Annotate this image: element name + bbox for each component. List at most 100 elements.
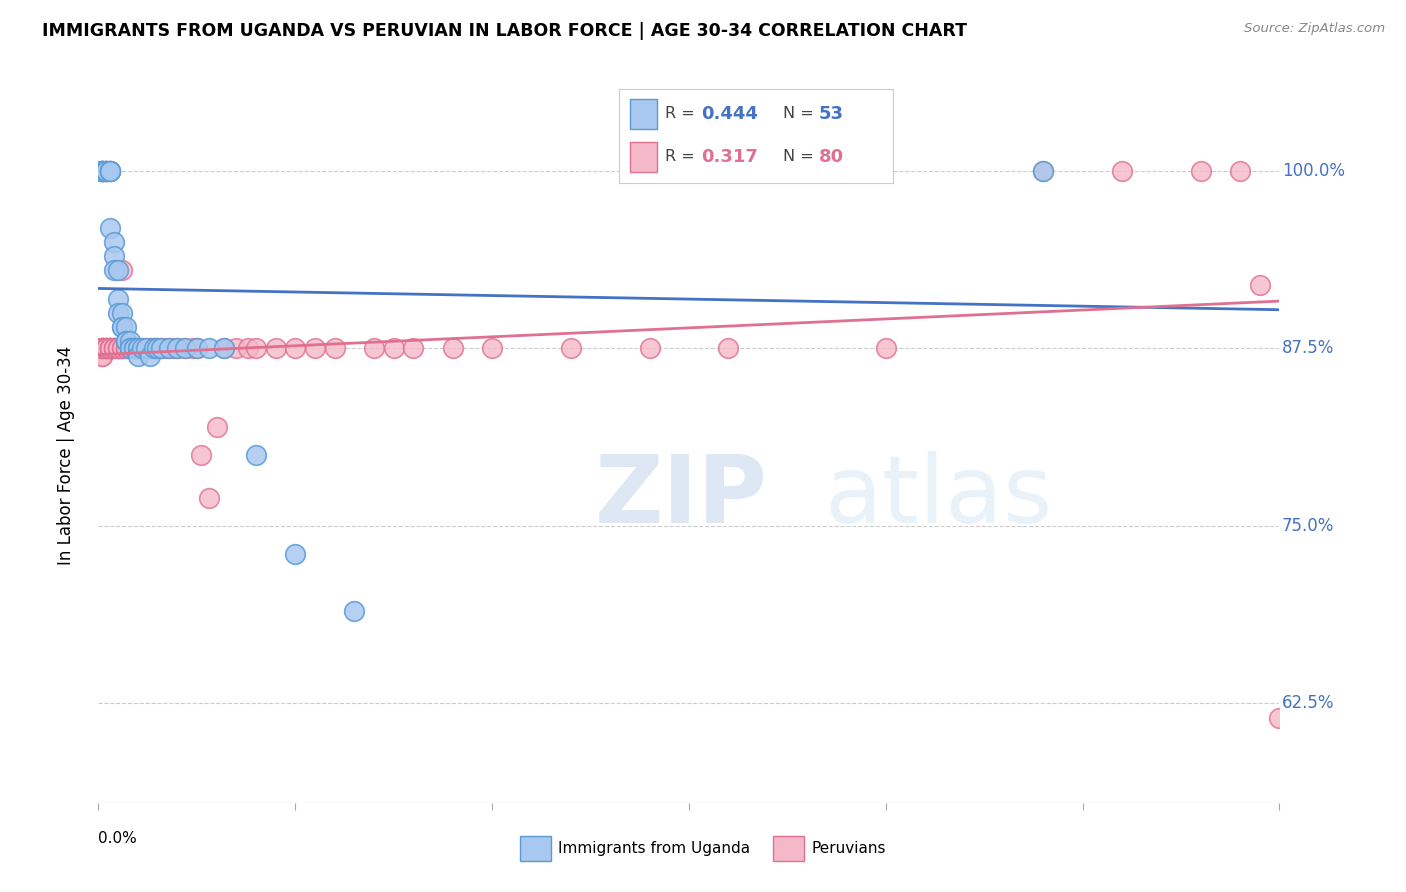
Point — [181, 342, 204, 356]
Point — [118, 342, 141, 356]
Point — [127, 342, 149, 356]
Point — [96, 342, 118, 356]
Point — [98, 220, 121, 235]
Point — [96, 342, 118, 356]
Point — [98, 164, 121, 178]
Point — [98, 164, 121, 178]
Point — [382, 342, 405, 356]
Point — [142, 342, 165, 356]
Text: 87.5%: 87.5% — [1282, 340, 1334, 358]
Point — [166, 342, 188, 356]
Point — [96, 164, 118, 178]
Point — [245, 342, 267, 356]
Point — [157, 342, 180, 356]
Point — [107, 306, 129, 320]
Point — [205, 419, 228, 434]
Point — [91, 349, 114, 363]
Point — [135, 342, 157, 356]
Point — [115, 320, 138, 334]
Point — [98, 342, 121, 356]
Point — [560, 342, 582, 356]
Point — [122, 342, 145, 356]
Point — [103, 263, 125, 277]
Point — [91, 164, 114, 178]
Text: ZIP: ZIP — [595, 450, 768, 542]
Point — [91, 342, 114, 356]
Text: R =: R = — [665, 106, 700, 121]
Point — [186, 342, 208, 356]
Point — [197, 491, 219, 505]
Text: R =: R = — [665, 149, 706, 164]
Point — [343, 604, 366, 618]
Point — [91, 164, 114, 178]
Point — [91, 164, 114, 178]
Point — [98, 342, 121, 356]
Point — [225, 342, 247, 356]
Point — [146, 342, 169, 356]
Point — [107, 342, 129, 356]
Point — [127, 342, 149, 356]
Point — [214, 342, 236, 356]
Point — [115, 342, 138, 356]
Text: 0.317: 0.317 — [700, 148, 758, 166]
Point — [186, 342, 208, 356]
Point — [131, 342, 153, 356]
Point — [111, 342, 134, 356]
Point — [107, 292, 129, 306]
Text: IMMIGRANTS FROM UGANDA VS PERUVIAN IN LABOR FORCE | AGE 30-34 CORRELATION CHART: IMMIGRANTS FROM UGANDA VS PERUVIAN IN LA… — [42, 22, 967, 40]
Point — [111, 342, 134, 356]
Text: Immigrants from Uganda: Immigrants from Uganda — [558, 841, 751, 855]
Point — [98, 164, 121, 178]
Point — [91, 342, 114, 356]
Point — [363, 342, 385, 356]
Point — [638, 342, 661, 356]
Point — [103, 249, 125, 263]
Point — [111, 263, 134, 277]
Point — [122, 342, 145, 356]
Point — [91, 342, 114, 356]
Point — [284, 342, 307, 356]
Y-axis label: In Labor Force | Age 30-34: In Labor Force | Age 30-34 — [56, 345, 75, 565]
Point — [91, 342, 114, 356]
Point — [796, 164, 818, 178]
Point — [96, 164, 118, 178]
Point — [107, 263, 129, 277]
Point — [127, 342, 149, 356]
Point — [1249, 277, 1271, 292]
Point — [91, 164, 114, 178]
Text: 0.0%: 0.0% — [98, 830, 138, 846]
Point — [96, 164, 118, 178]
Point — [103, 342, 125, 356]
Point — [1032, 164, 1054, 178]
Point — [157, 342, 180, 356]
Point — [190, 448, 212, 462]
Point — [98, 164, 121, 178]
Point — [103, 342, 125, 356]
Bar — [630, 142, 657, 171]
Point — [155, 342, 177, 356]
Point — [122, 342, 145, 356]
Point — [135, 342, 157, 356]
Point — [162, 342, 184, 356]
Text: 62.5%: 62.5% — [1282, 694, 1334, 713]
Point — [107, 342, 129, 356]
Point — [214, 342, 236, 356]
Point — [103, 342, 125, 356]
Point — [91, 164, 114, 178]
Point — [174, 342, 197, 356]
Point — [98, 342, 121, 356]
Point — [98, 342, 121, 356]
Point — [118, 334, 141, 349]
Point — [131, 342, 153, 356]
Point — [1229, 164, 1251, 178]
Point — [138, 342, 160, 356]
Point — [111, 320, 134, 334]
Point — [96, 342, 118, 356]
Point — [245, 448, 267, 462]
Point — [138, 349, 160, 363]
Text: N =: N = — [783, 149, 820, 164]
Point — [111, 320, 134, 334]
Text: atlas: atlas — [825, 450, 1053, 542]
Point — [96, 164, 118, 178]
Point — [264, 342, 287, 356]
